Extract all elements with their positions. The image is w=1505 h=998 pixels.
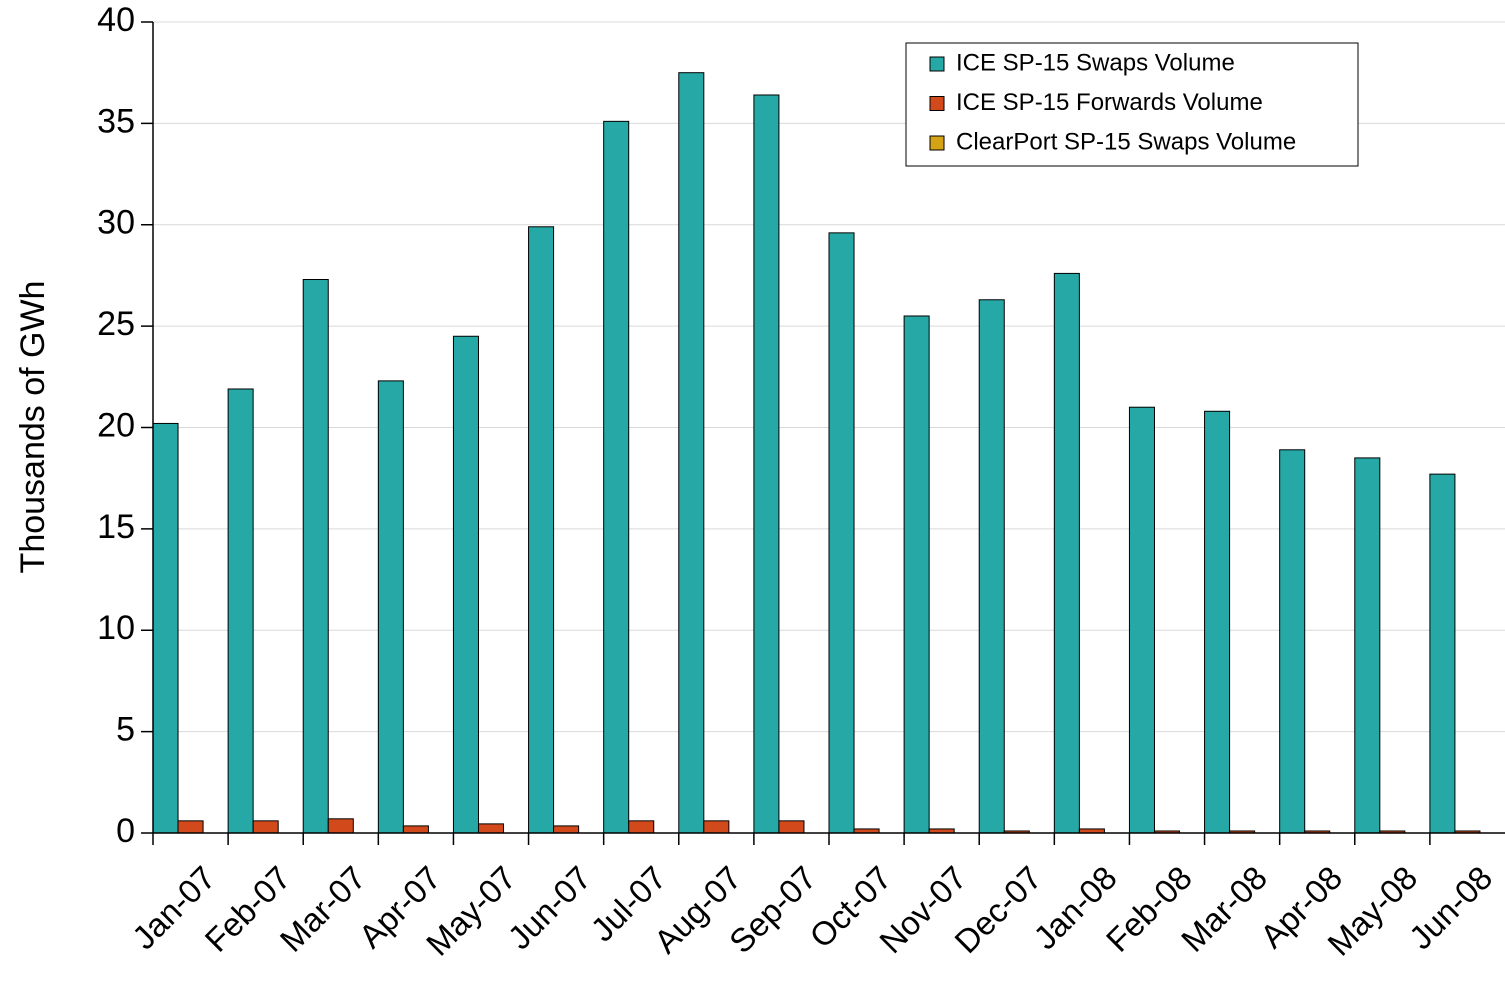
x-tick-label: Jun-08	[1402, 859, 1500, 957]
bar	[227, 388, 254, 834]
y-tick-label: 5	[116, 711, 135, 749]
y-tick-label: 30	[97, 204, 135, 242]
bar	[377, 380, 404, 834]
y-tick-label: 10	[97, 609, 135, 647]
bar	[452, 335, 479, 834]
y-tick-label: 20	[97, 406, 135, 444]
legend-box	[905, 42, 1359, 167]
x-tick-label: Mar-07	[273, 859, 373, 959]
bar	[402, 825, 429, 834]
y-tick-label: 35	[97, 102, 135, 140]
y-tick-label: 40	[97, 1, 135, 39]
bar	[528, 226, 555, 834]
bar	[327, 818, 354, 834]
bar	[1128, 406, 1155, 834]
bar	[778, 820, 805, 834]
bar	[678, 72, 705, 834]
bar	[152, 422, 179, 834]
y-tick-label: 25	[97, 305, 135, 343]
y-tick-label: 15	[97, 508, 135, 546]
bar	[628, 820, 655, 834]
bar	[978, 299, 1005, 834]
bar	[1429, 473, 1456, 834]
bar	[177, 820, 204, 834]
bar	[1053, 272, 1080, 834]
legend-swatch	[929, 56, 945, 72]
bar	[903, 315, 930, 834]
legend-label: ClearPort SP-15 Swaps Volume	[956, 128, 1296, 155]
bar	[753, 94, 780, 834]
y-axis-label: Thousands of GWh	[14, 281, 52, 574]
legend-label: ICE SP-15 Forwards Volume	[956, 89, 1263, 116]
bar	[703, 820, 730, 834]
bar	[252, 820, 279, 834]
legend-label: ICE SP-15 Swaps Volume	[956, 49, 1235, 76]
x-tick-label: Mar-08	[1174, 859, 1274, 959]
legend-swatch	[929, 135, 945, 151]
legend-swatch	[929, 96, 945, 111]
bar	[1354, 457, 1381, 834]
x-tick-label: Jun-07	[501, 859, 599, 957]
y-tick-label: 0	[116, 812, 135, 850]
bar	[828, 232, 855, 834]
bar	[603, 120, 630, 834]
bar	[1279, 449, 1306, 834]
bar	[1204, 410, 1231, 834]
bar	[477, 823, 505, 834]
bar	[302, 278, 329, 834]
bar	[553, 825, 580, 834]
